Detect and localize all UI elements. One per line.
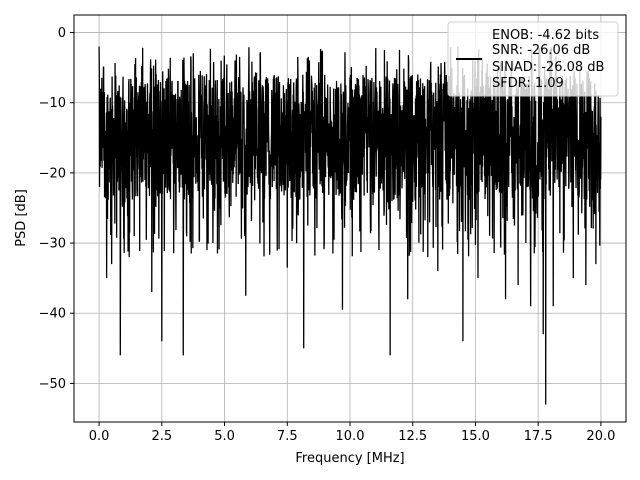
x-tick-label: 7.5 [277,429,298,444]
y-tick-label: −30 [39,237,66,252]
legend-entry-sinad: SINAD: -26.08 dB [492,60,604,75]
legend-entry-enob: ENOB: -4.62 bits [492,28,599,43]
x-tick-label: 17.5 [524,429,553,444]
x-tick-label: 15.0 [461,429,490,444]
ticks: 0.0 2.5 5.0 7.5 10.0 12.5 15.0 17.5 20.0 0 −10 −20 −… [39,26,616,444]
x-tick-label: 5.0 [214,429,235,444]
psd-series-line [98,46,602,405]
legend-box [447,21,619,97]
x-tick-label: 20.0 [586,429,615,444]
y-tick-label: −10 [39,96,66,111]
x-tick-label: 12.5 [398,429,427,444]
legend-entry-snr: SNR: -26.06 dB [492,43,590,58]
x-tick-label: 10.0 [336,429,365,444]
x-tick-label: 2.5 [151,429,172,444]
legend: ENOB: -4.62 bits SNR: -26.06 dB SINAD: -… [447,21,619,97]
x-axis-label: Frequency [MHz] [295,451,404,466]
y-tick-label: 0 [58,26,66,41]
y-axis-label: PSD [dB] [14,189,29,247]
y-tick-label: −50 [39,377,66,392]
series-layer [98,46,602,405]
x-tick-label: 0.0 [89,429,110,444]
y-tick-label: −40 [39,307,66,322]
legend-entry-sfdr: SFDR: 1.09 [492,76,564,91]
y-tick-label: −20 [39,166,66,181]
